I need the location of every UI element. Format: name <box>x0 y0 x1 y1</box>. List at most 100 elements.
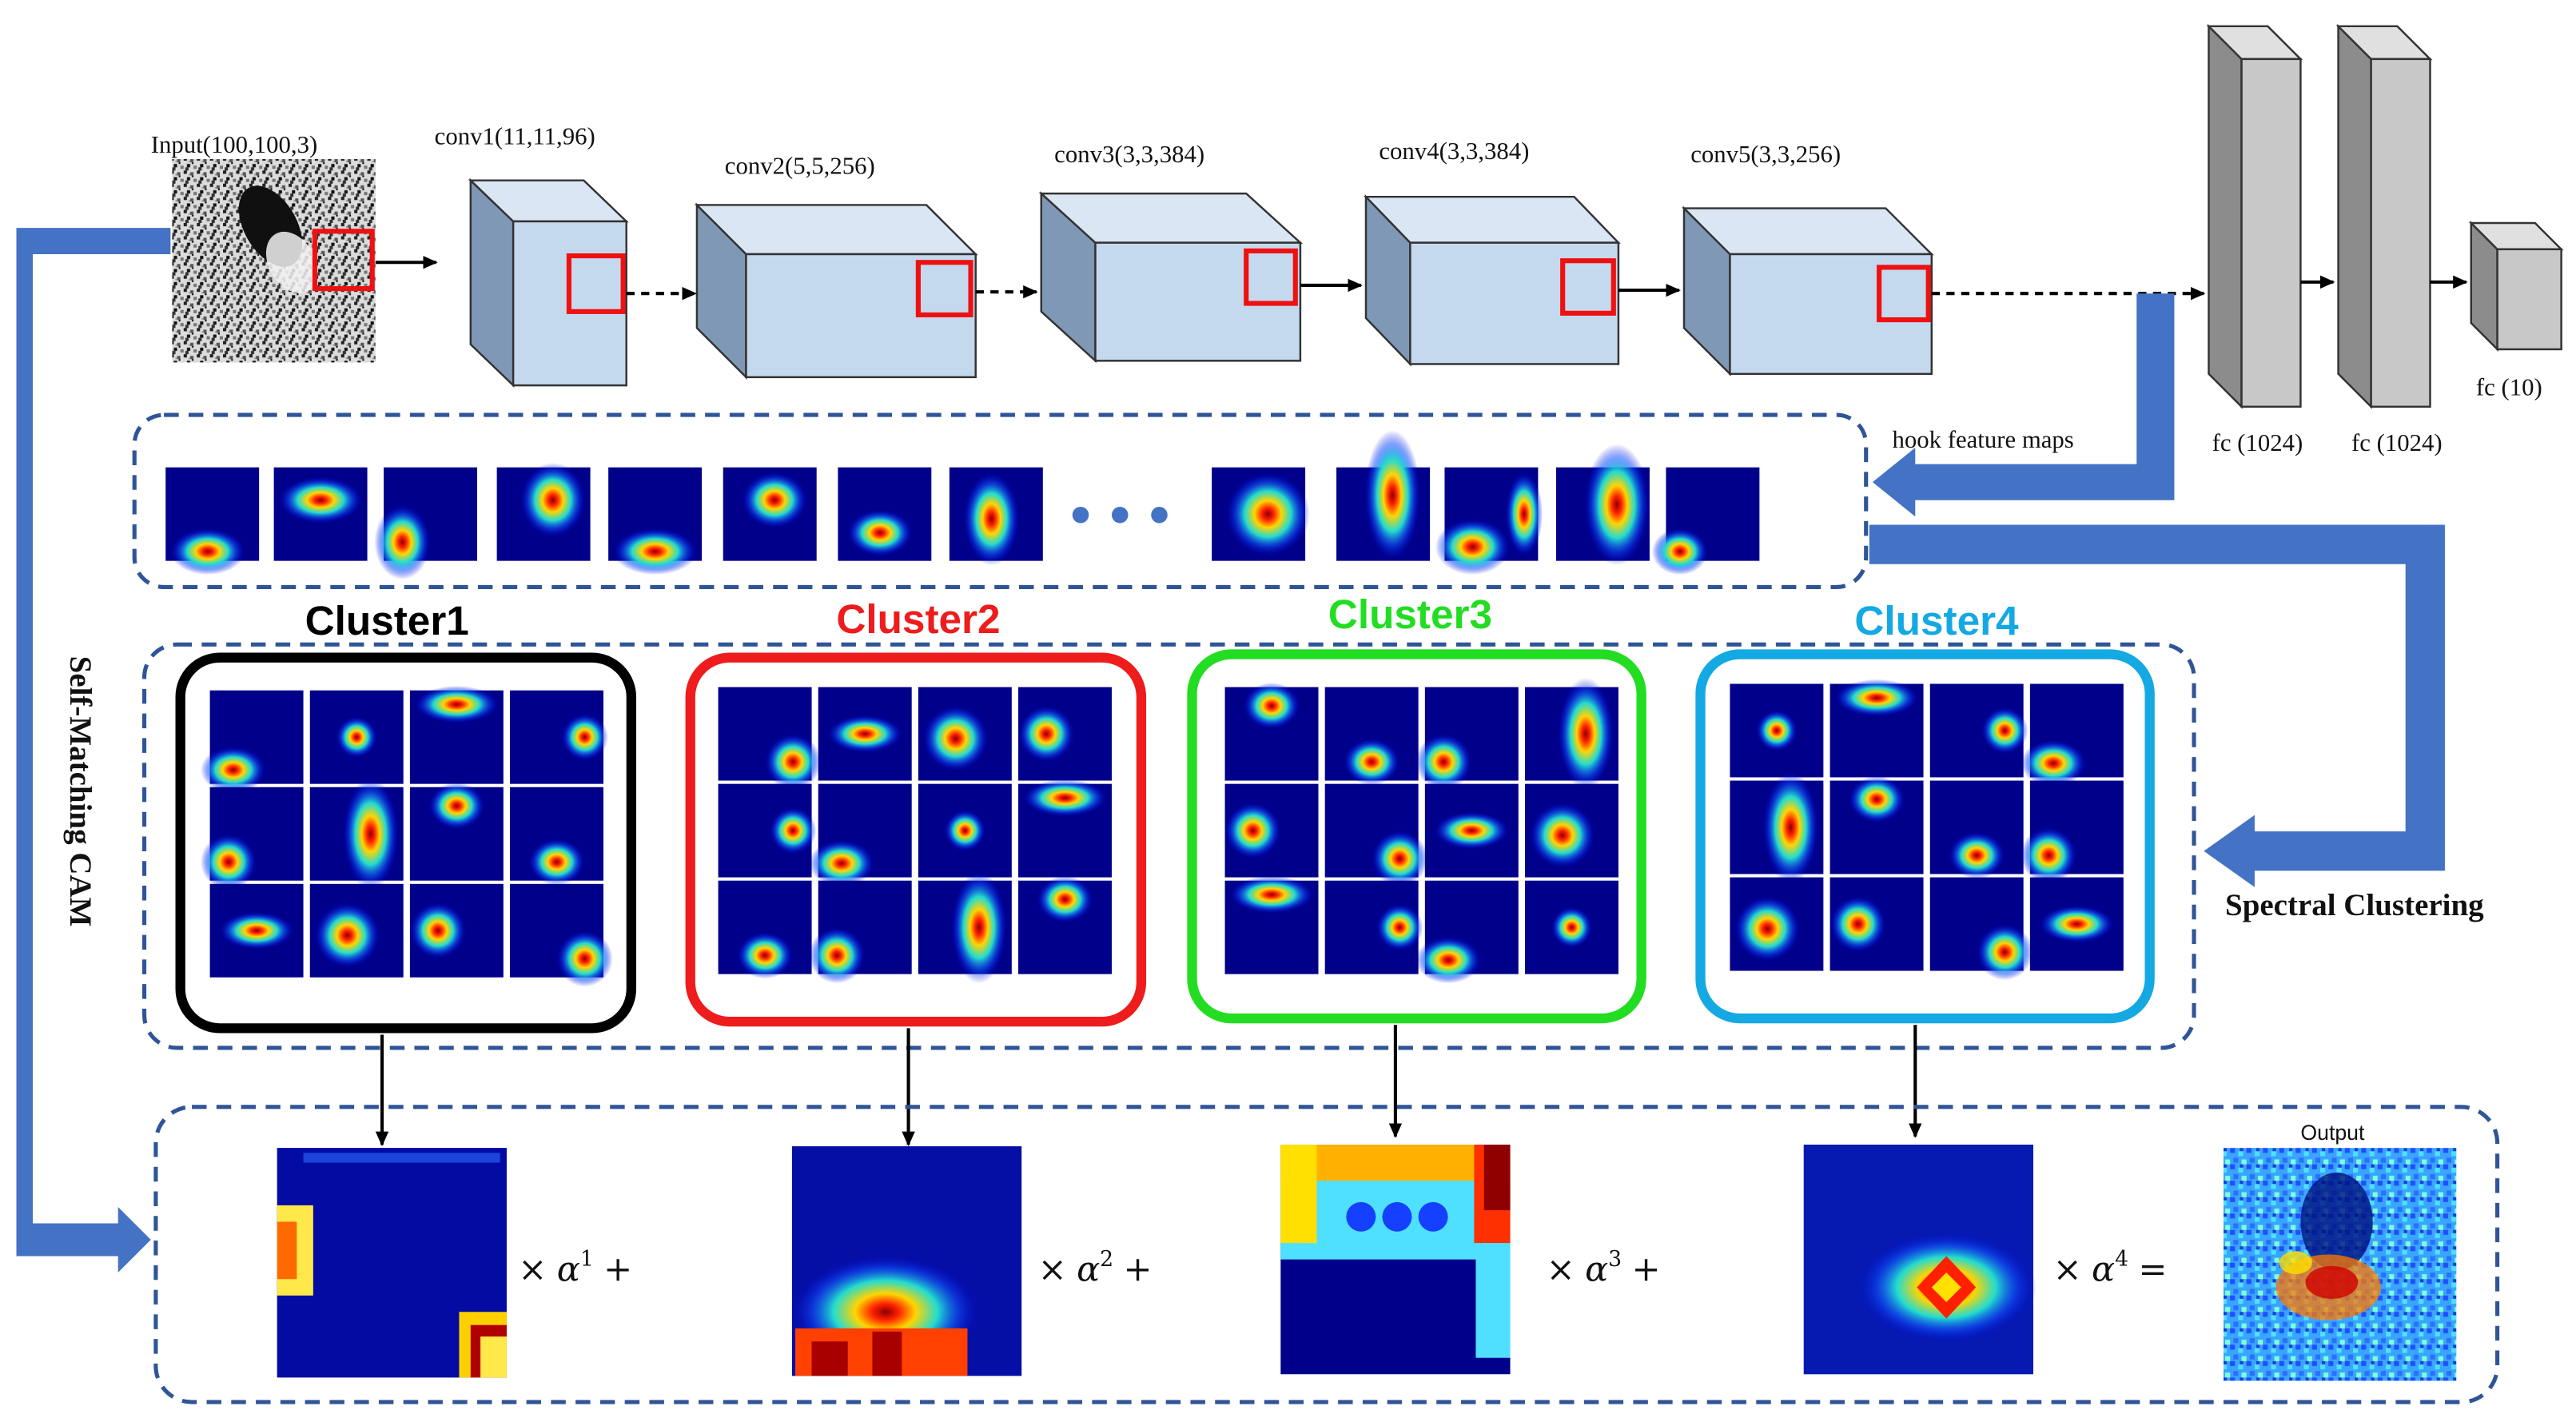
ellipsis-dots <box>1072 506 1168 524</box>
cluster-tile <box>718 783 817 878</box>
alpha-power-3: 3 <box>1608 1247 1622 1272</box>
conv1-label: conv1(11,11,96) <box>435 123 595 150</box>
feature-map-tile <box>949 467 1043 566</box>
cluster-tile <box>309 690 404 784</box>
cam4-heatmap <box>1803 1145 2037 1375</box>
cluster1-frame <box>175 652 637 1034</box>
alpha-power-1: 1 <box>580 1247 594 1272</box>
conv4-label: conv4(3,3,384) <box>1379 137 1529 165</box>
cluster2-frame <box>685 652 1147 1027</box>
times-symbol-2: × <box>1038 1249 1067 1289</box>
output-label: Output <box>2300 1121 2365 1145</box>
cluster-tile <box>1524 677 1618 791</box>
feature-map-tile <box>273 467 368 561</box>
cluster-tile <box>718 687 822 791</box>
alpha-power-2: 2 <box>1100 1247 1113 1272</box>
conv1-block <box>468 177 629 388</box>
cluster-tile <box>1730 877 1824 971</box>
feature-map-tile <box>1336 429 1430 561</box>
cluster-tile <box>1524 783 1618 878</box>
cluster-tile <box>1929 780 2024 879</box>
cluster-tile <box>309 883 404 978</box>
cluster-tile <box>409 883 504 978</box>
hook-arrow <box>1872 293 2175 517</box>
feature-maps-box <box>132 412 1869 590</box>
operator-2: + <box>1123 1249 1152 1289</box>
operator-1: + <box>603 1249 632 1289</box>
cluster-tile <box>510 883 613 987</box>
feature-map-tile <box>1651 467 1760 576</box>
cam2-heatmap <box>790 1146 1022 1376</box>
cam3-heatmap <box>1280 1145 1511 1375</box>
cluster-tile <box>1018 687 1112 781</box>
fc1-label: fc (1024) <box>2212 429 2303 456</box>
cluster3-frame <box>1187 649 1646 1024</box>
cluster-tile <box>200 787 304 890</box>
cluster-tile <box>1224 682 1319 781</box>
cluster-tile <box>209 883 304 978</box>
cluster-tile <box>809 880 912 984</box>
cluster-tile <box>1424 783 1519 878</box>
alpha-power-4: 4 <box>2115 1247 2128 1272</box>
cluster-tile <box>1224 783 1319 878</box>
cluster-tile <box>1929 877 2033 981</box>
cluster-tile <box>1829 877 1924 971</box>
cluster-tile <box>1018 779 1112 878</box>
spectral-label: Spectral Clustering <box>2225 888 2484 922</box>
clusters-box <box>141 642 2196 1050</box>
cluster-tile <box>918 783 1012 878</box>
conv2-block <box>694 202 978 380</box>
feature-map-tile <box>1435 467 1543 576</box>
cluster-tile <box>1324 783 1428 887</box>
hook-label: hook feature maps <box>1893 426 2074 453</box>
cluster1-title: Cluster1 <box>305 598 469 643</box>
times-symbol-3: × <box>1547 1249 1575 1289</box>
cluster-tile <box>1324 880 1423 974</box>
cluster-tile <box>2021 780 2124 884</box>
conv3-block <box>1038 191 1304 364</box>
feature-map-tile <box>1555 444 1650 566</box>
feature-map-tile <box>165 467 260 576</box>
weight-term-1: × α1 + <box>518 1247 632 1289</box>
cluster-tile <box>1929 683 2029 778</box>
cluster-tile <box>918 687 1012 781</box>
cluster2-title: Cluster2 <box>836 596 1000 642</box>
cluster-tile <box>718 880 812 979</box>
cluster-tile <box>1524 880 1618 974</box>
times-symbol-4: × <box>2053 1249 2082 1289</box>
cluster-tile <box>1324 687 1419 786</box>
feature-map-tile <box>838 467 932 561</box>
conv4-block <box>1364 194 1621 367</box>
output-heatmap <box>2223 1148 2457 1381</box>
cluster4-title: Cluster4 <box>1854 598 2019 643</box>
combination-box <box>153 1105 2500 1404</box>
feature-map-tile <box>1212 467 1310 561</box>
times-symbol-1: × <box>518 1249 547 1289</box>
operator-3: + <box>1631 1249 1660 1289</box>
conv5-label: conv5(3,3,256) <box>1690 141 1841 168</box>
cluster-tile <box>1829 679 1924 778</box>
fc3-block <box>2468 221 2564 352</box>
cluster-grids <box>200 677 2124 987</box>
alpha-3: α <box>1585 1249 1608 1289</box>
cluster-tile <box>409 782 504 881</box>
conv5-block <box>1682 205 1934 376</box>
cluster-tile <box>918 871 1012 984</box>
cluster-tile <box>818 687 912 781</box>
cluster-tile <box>1730 683 1824 778</box>
cluster3-title: Cluster3 <box>1328 591 1492 637</box>
cluster-tile <box>200 690 304 794</box>
cam1-heatmap <box>277 1148 507 1378</box>
weight-term-3: × α3 + <box>1547 1247 1661 1289</box>
cluster-tile <box>309 778 404 890</box>
cluster-tile <box>809 783 912 887</box>
cluster-tile <box>1415 687 1519 791</box>
cluster-tile <box>1730 771 1824 884</box>
cluster4-frame <box>1695 649 2155 1024</box>
operator-4: = <box>2138 1249 2167 1289</box>
conv2-label: conv2(5,5,256) <box>725 152 875 179</box>
cluster-tile <box>510 690 608 784</box>
cluster-tile <box>1415 880 1519 984</box>
cluster-tile <box>2021 683 2124 787</box>
cluster-tile <box>510 787 603 886</box>
